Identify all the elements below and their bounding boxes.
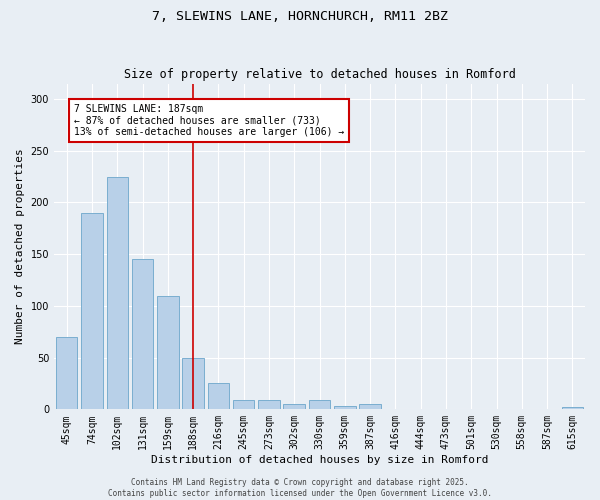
Y-axis label: Number of detached properties: Number of detached properties (15, 148, 25, 344)
Bar (157, 296, 179, 410)
Text: Contains HM Land Registry data © Crown copyright and database right 2025.
Contai: Contains HM Land Registry data © Crown c… (108, 478, 492, 498)
Title: Size of property relative to detached houses in Romford: Size of property relative to detached ho… (124, 68, 515, 81)
Bar (334, 406, 356, 409)
Bar (56, 337, 77, 409)
Text: 7, SLEWINS LANE, HORNCHURCH, RM11 2BZ: 7, SLEWINS LANE, HORNCHURCH, RM11 2BZ (152, 10, 448, 23)
Bar (182, 358, 204, 410)
Bar (359, 404, 381, 409)
Bar (208, 384, 229, 409)
Text: 7 SLEWINS LANE: 187sqm
← 87% of detached houses are smaller (733)
13% of semi-de: 7 SLEWINS LANE: 187sqm ← 87% of detached… (74, 104, 344, 138)
Bar (107, 176, 128, 410)
Bar (233, 400, 254, 409)
Bar (132, 260, 153, 410)
Bar (562, 408, 583, 410)
Bar (309, 400, 330, 409)
X-axis label: Distribution of detached houses by size in Romford: Distribution of detached houses by size … (151, 455, 488, 465)
Bar (258, 400, 280, 409)
Bar (81, 213, 103, 410)
Bar (283, 404, 305, 409)
